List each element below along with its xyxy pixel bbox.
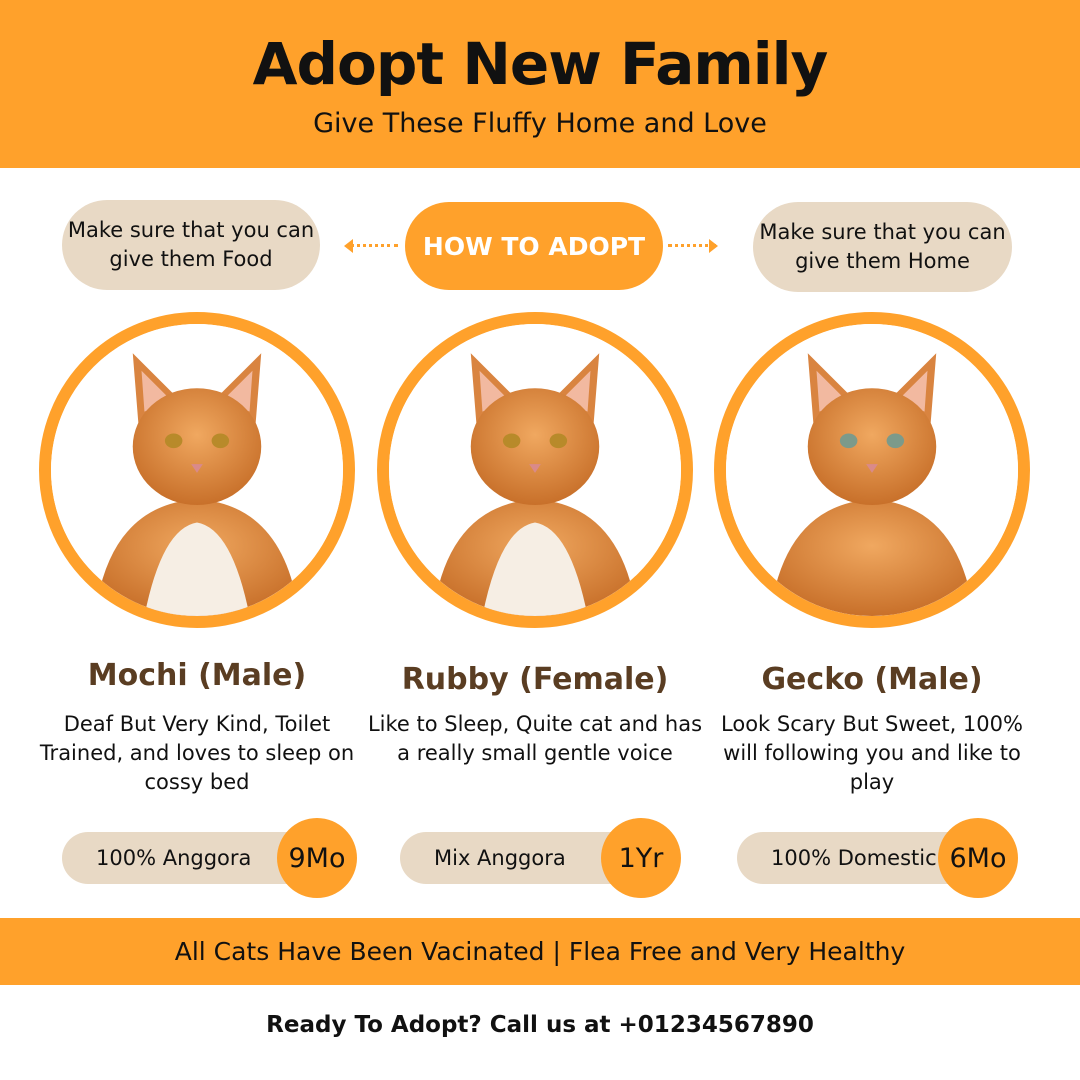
page-subtitle: Give These Fluffy Home and Love <box>313 108 767 139</box>
cat-age-badge: 1Yr <box>601 818 681 898</box>
step-home: Make sure that you can give them Home <box>753 202 1012 292</box>
cat-description: Deaf But Very Kind, Toilet Trained, and … <box>39 712 355 794</box>
page-title: Adopt New Family <box>252 30 829 98</box>
call-to-action: Ready To Adopt? Call us at +01234567890 <box>266 1012 814 1038</box>
cat-photo-frame <box>377 312 693 628</box>
cat-name: Gecko (Male) <box>761 662 983 697</box>
cat-photo-frame <box>39 312 355 628</box>
cat-photo-0 <box>51 324 343 616</box>
arrow-head-right-icon <box>709 239 718 253</box>
cat-age-badge: 6Mo <box>938 818 1018 898</box>
health-banner: All Cats Have Been Vacinated | Flea Free… <box>0 918 1080 985</box>
cat-description: Look Scary But Sweet, 100% will followin… <box>721 712 1023 794</box>
cat-age-badge: 9Mo <box>277 818 357 898</box>
arrow-left-icon <box>350 244 398 248</box>
arrow-right-icon <box>668 244 716 248</box>
arrow-head-left-icon <box>344 239 353 253</box>
cat-description: Like to Sleep, Quite cat and has a reall… <box>367 712 703 765</box>
header-banner <box>0 0 1080 168</box>
step-food: Make sure that you can give them Food <box>62 200 320 290</box>
cat-photo-2 <box>726 324 1018 616</box>
how-to-adopt-badge: HOW TO ADOPT <box>405 202 663 290</box>
cat-name: Mochi (Male) <box>87 658 307 693</box>
cat-photo-frame <box>714 312 1030 628</box>
cat-name: Rubby (Female) <box>401 662 669 697</box>
cat-photo-1 <box>389 324 681 616</box>
